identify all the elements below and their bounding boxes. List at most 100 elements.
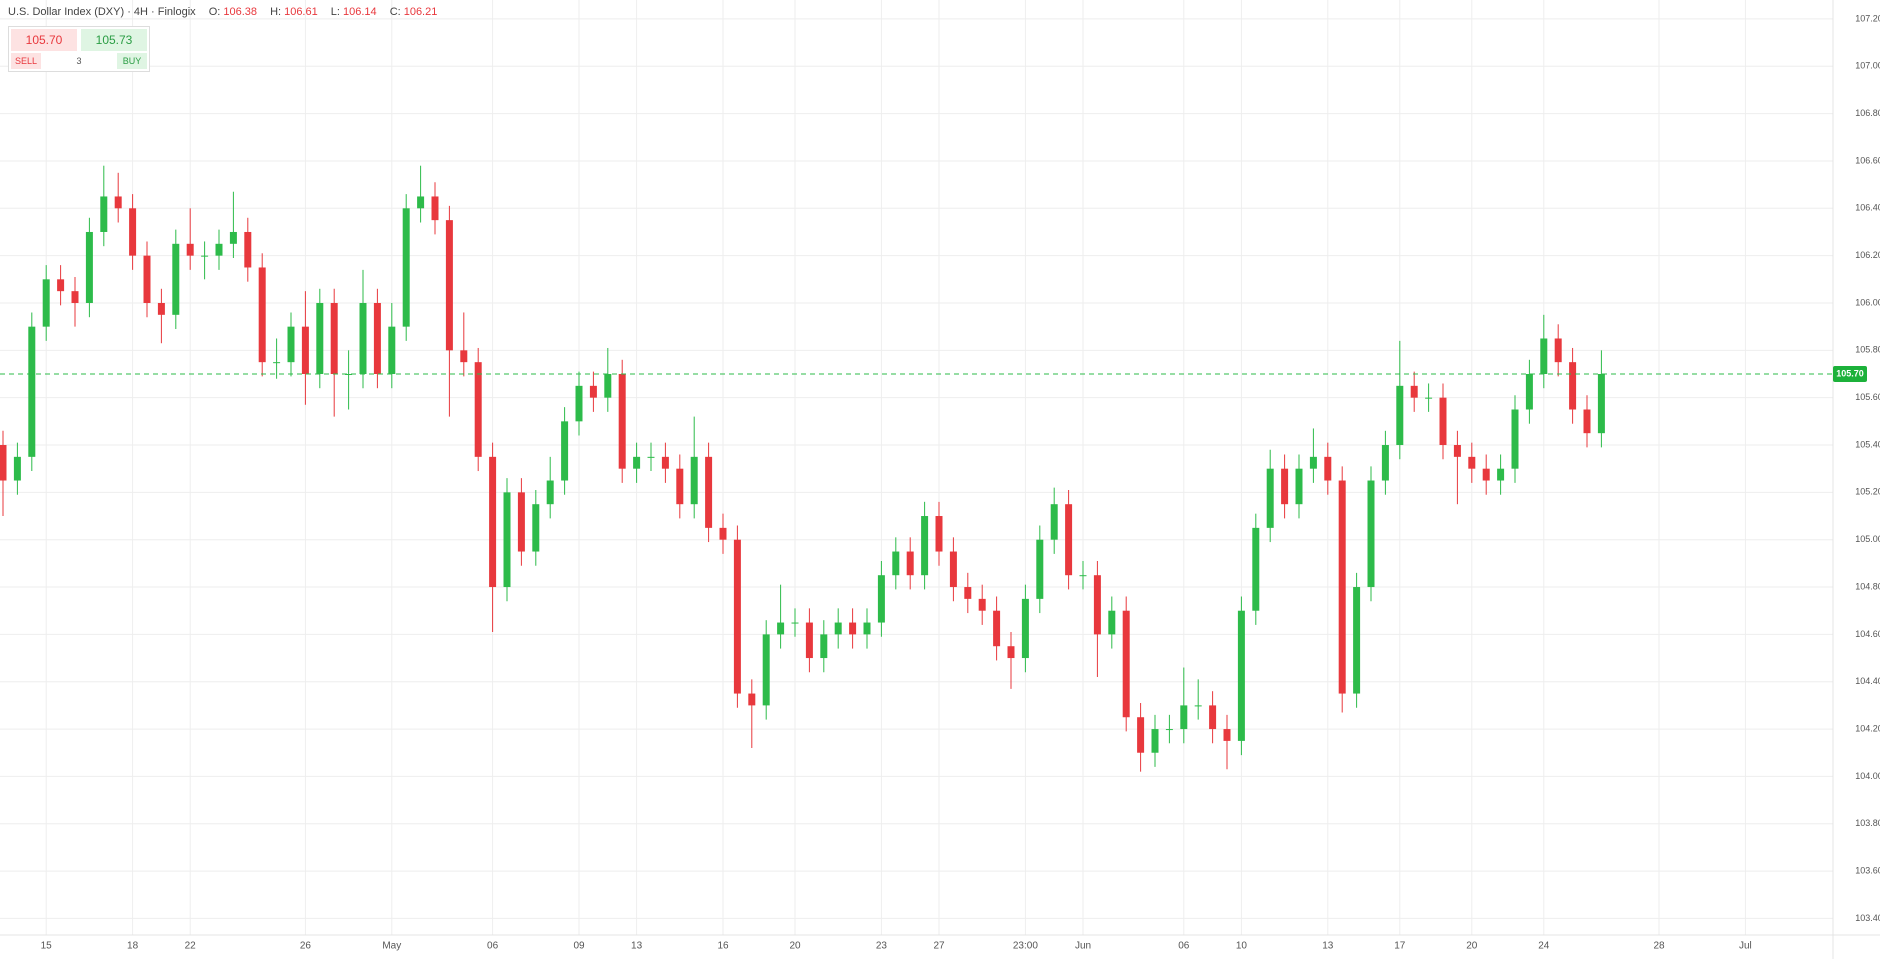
candle-body	[0, 445, 7, 481]
candle-body	[460, 350, 468, 363]
candle-body	[287, 326, 295, 363]
y-tick-label: 105.80	[1855, 345, 1880, 355]
candle-body	[431, 196, 439, 221]
candle-body	[719, 527, 727, 540]
candle-body	[849, 622, 857, 635]
x-tick-label: 23:00	[1013, 941, 1038, 952]
last-price-label: 105.70	[1836, 368, 1864, 378]
o-label: O:	[208, 6, 221, 18]
candle-body	[949, 551, 957, 588]
candle-body	[143, 255, 151, 303]
symbol: U.S. Dollar Index (DXY) · 4H · Finlogix	[8, 6, 196, 18]
y-tick-label: 104.60	[1855, 629, 1880, 639]
candle-body	[1569, 362, 1577, 410]
candle-body	[1396, 385, 1404, 446]
x-tick-label: 13	[631, 941, 643, 952]
candle-body	[1065, 504, 1073, 576]
candle-body	[1122, 610, 1130, 718]
candle-body	[1482, 468, 1490, 481]
x-tick-label: Jun	[1075, 941, 1091, 952]
candle-body	[1453, 445, 1461, 457]
candle-body	[474, 362, 482, 457]
candle-body	[1439, 397, 1447, 446]
x-tick-label: 28	[1653, 941, 1665, 952]
candle-body	[57, 279, 65, 292]
candle-body	[1093, 575, 1101, 635]
y-tick-label: 106.40	[1855, 203, 1880, 213]
header: U.S. Dollar Index (DXY) · 4H · Finlogix …	[8, 6, 447, 18]
x-tick-label: 17	[1394, 941, 1406, 952]
candle-body	[1050, 504, 1058, 540]
candle-body	[1554, 338, 1562, 363]
y-tick-label: 107.00	[1855, 61, 1880, 71]
candle-body	[906, 551, 914, 576]
candle-body	[1597, 374, 1605, 434]
candle-body	[114, 196, 122, 209]
candle-body	[647, 456, 655, 458]
l-label: L:	[330, 6, 340, 18]
candle-body	[964, 587, 972, 599]
buy-button[interactable]: BUY	[117, 53, 147, 69]
candle-body	[388, 326, 396, 374]
candle-body	[993, 610, 1001, 647]
x-tick-label: 09	[573, 941, 585, 952]
candle-body	[71, 291, 79, 303]
candle-body	[1511, 409, 1519, 469]
sell-price[interactable]: 105.70	[11, 29, 77, 51]
y-tick-label: 104.00	[1855, 771, 1880, 781]
x-tick-label: 13	[1322, 941, 1334, 952]
candle-body	[777, 622, 785, 635]
x-tick-label: 24	[1538, 941, 1550, 952]
candle-body	[215, 243, 223, 256]
candle-body	[1425, 397, 1433, 399]
y-tick-label: 105.60	[1855, 392, 1880, 402]
quantity[interactable]: 3	[76, 56, 82, 66]
candle-body	[28, 326, 36, 457]
candle-body	[1266, 468, 1274, 528]
candle-body	[978, 598, 986, 611]
candle-body	[633, 456, 641, 469]
candle-body	[489, 456, 497, 588]
candle-body	[1381, 445, 1389, 481]
h-value: 106.61	[284, 6, 318, 18]
candle-body	[1151, 729, 1159, 753]
candle-body	[575, 385, 583, 422]
candle-body	[690, 456, 698, 505]
candle-body	[604, 374, 612, 398]
candle-body	[877, 575, 885, 623]
candle-body	[1295, 468, 1303, 505]
candle-body	[85, 231, 93, 303]
candle-body	[1540, 338, 1548, 374]
candle-body	[1180, 705, 1188, 730]
sell-button[interactable]: SELL	[11, 53, 41, 69]
candle-body	[1583, 409, 1591, 434]
candle-body	[1468, 456, 1476, 469]
candle-body	[733, 539, 741, 694]
y-tick-label: 104.20	[1855, 723, 1880, 733]
buy-price[interactable]: 105.73	[81, 29, 147, 51]
o-value: 106.38	[223, 6, 258, 18]
y-tick-label: 106.00	[1855, 297, 1880, 307]
candle-body	[1525, 374, 1533, 410]
candle-body	[1007, 646, 1015, 659]
candle-body	[273, 362, 281, 364]
x-tick-label: 20	[789, 941, 801, 952]
candle-body	[935, 516, 943, 552]
candle-body	[1410, 385, 1418, 398]
candle-body	[1281, 468, 1289, 505]
x-tick-label: 06	[487, 941, 499, 952]
candle-body	[258, 267, 266, 363]
candle-body	[589, 385, 597, 398]
candle-body	[805, 622, 813, 659]
candle-body	[1497, 468, 1505, 481]
candle-body	[1194, 705, 1202, 707]
y-tick-label: 104.80	[1855, 581, 1880, 591]
candle-body	[100, 196, 108, 232]
x-tick-label: 20	[1466, 941, 1478, 952]
candle-body	[330, 302, 338, 374]
candle-body	[1252, 527, 1260, 611]
candle-body	[705, 456, 713, 528]
y-tick-label: 106.80	[1855, 108, 1880, 118]
